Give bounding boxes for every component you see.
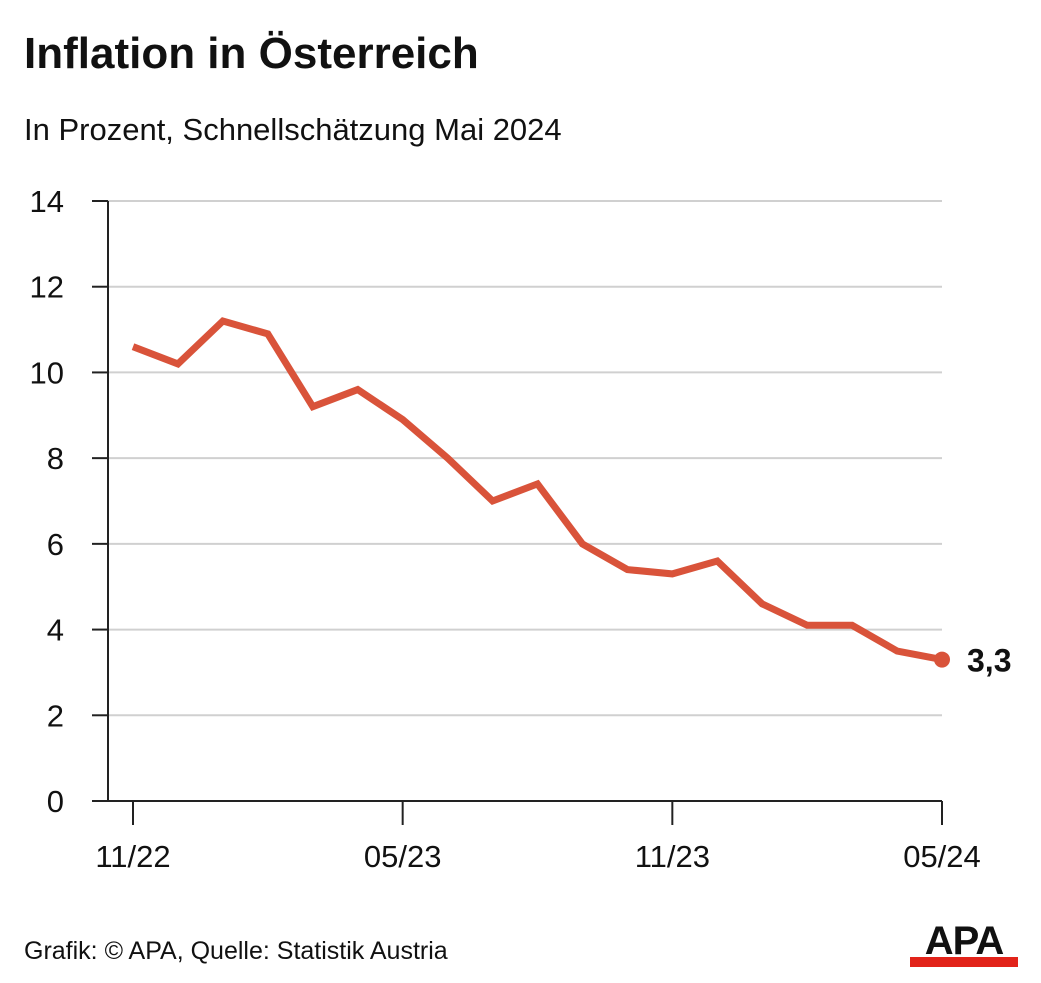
series-line — [131, 317, 943, 664]
y-tick-label-8: 8 — [47, 441, 64, 476]
last-point-marker — [934, 651, 950, 668]
axes — [92, 200, 943, 825]
apa-logo: APA — [910, 920, 1018, 967]
apa-logo-text: APA — [925, 920, 1004, 963]
apa-logo-bar — [910, 957, 1018, 967]
x-tick-label-11-22: 11/22 — [95, 839, 170, 874]
x-tick-labels: 11/22 05/23 11/23 05/24 — [95, 839, 980, 874]
source-credit: Grafik: © APA, Quelle: Statistik Austria — [24, 937, 448, 965]
chart-title: Inflation in Österreich — [24, 29, 479, 78]
y-tick-label-0: 0 — [47, 784, 64, 819]
y-tick-label-6: 6 — [47, 527, 64, 562]
y-tick-label-2: 2 — [47, 698, 64, 733]
x-tick-label-05-24: 05/24 — [903, 839, 981, 874]
y-tick-labels: 0 2 4 6 8 10 12 14 — [30, 184, 64, 819]
last-value-label: 3,3 — [967, 643, 1011, 679]
y-tick-label-4: 4 — [47, 613, 64, 648]
grid-lines — [108, 200, 942, 717]
y-tick-label-10: 10 — [30, 355, 64, 390]
y-tick-label-12: 12 — [30, 270, 64, 305]
y-tick-label-14: 14 — [30, 184, 64, 219]
x-tick-label-11-23: 11/23 — [635, 839, 710, 874]
x-tick-label-05-23: 05/23 — [364, 839, 442, 874]
series-inflation: 3,3 — [131, 317, 1011, 679]
chart-subtitle: In Prozent, Schnellschätzung Mai 2024 — [24, 112, 562, 147]
